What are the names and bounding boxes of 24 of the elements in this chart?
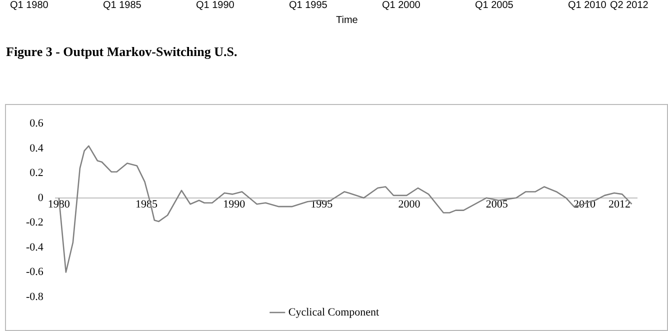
x-tick-label: 1990 [223, 198, 246, 210]
y-tick-label: 0.4 [30, 142, 44, 154]
x-tick-label: 2005 [486, 198, 508, 210]
text: Q1 1985 [103, 0, 142, 11]
text: Time [336, 15, 358, 26]
x-tick-label: 1980 [48, 198, 70, 210]
text: Q1 2010 [568, 0, 606, 11]
y-tick-label: -0.6 [26, 266, 44, 278]
text: Q1 1980 [10, 0, 48, 11]
y-tick-label: 0.6 [30, 117, 44, 130]
legend-label: Cyclical Component [288, 306, 380, 318]
x-tick-label: 2012 [608, 198, 630, 210]
text: Q1 1990 [196, 0, 234, 11]
x-tick-label: 2000 [398, 198, 421, 210]
chart-title: Figure 3 - Output Markov-Switching U.S. [6, 44, 238, 60]
text: Q1 2005 [475, 0, 514, 11]
y-tick-label: -0.4 [26, 241, 44, 254]
y-tick-label: 0 [38, 192, 44, 204]
y-tick-label: -0.8 [26, 290, 44, 303]
text: Q1 2000 [382, 0, 420, 11]
text: Q1 1995 [289, 0, 328, 11]
y-tick-label: -0.2 [26, 216, 44, 229]
text: Q2 2012 [610, 0, 648, 11]
y-tick-label: 0.2 [30, 167, 44, 180]
